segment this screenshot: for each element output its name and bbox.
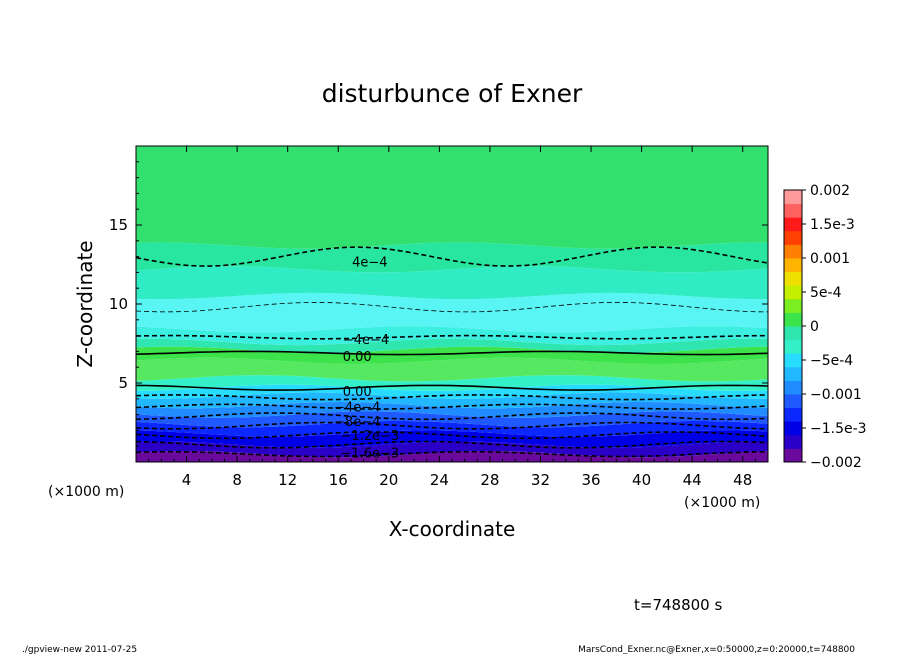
colorbar-swatch [784, 312, 802, 327]
colorbar-swatch [784, 339, 802, 354]
y-axis-ticks: 5 10 15 [109, 161, 768, 447]
contour-label-1: −4e−4 [343, 333, 389, 348]
colorbar-tick-label: 5e-4 [810, 285, 842, 301]
colorbar-swatch [784, 353, 802, 368]
contour-line-5 [135, 394, 769, 401]
contour-band-2 [136, 430, 768, 448]
x-tick-label: 12 [278, 471, 297, 489]
colorbar-tick-label: 1.5e-3 [810, 217, 855, 233]
x-tick-label: 48 [733, 471, 752, 489]
x-tick-label: 44 [683, 471, 702, 489]
colorbar-tick-label: −0.001 [810, 387, 862, 403]
colorbar-swatch [784, 285, 802, 300]
contour-line-6 [135, 403, 769, 410]
contour-band-5 [136, 402, 768, 418]
colorbar-tick-label: 0.001 [810, 251, 850, 267]
x-tick-label: 16 [329, 471, 348, 489]
contour-line-4 [135, 384, 769, 391]
contour-line-11 [135, 450, 769, 458]
x-axis-label: X-coordinate [389, 517, 516, 541]
colorbar-swatch [784, 434, 802, 449]
colorbar-swatch [784, 258, 802, 273]
contour-label-6: −1.2e−3 [340, 429, 399, 444]
contour-lines [135, 246, 769, 458]
colorbar-swatch [784, 380, 802, 395]
x-tick-label: 24 [430, 471, 449, 489]
colorbar-swatch [784, 448, 802, 463]
contour-band-10 [136, 346, 768, 364]
colorbar-tick-label: −0.002 [810, 455, 862, 471]
footer-left: ./gpview-new 2011-07-25 [22, 645, 137, 654]
contour-labels: 4e−4−4e−40.000.00−4e−4−8e−4−1.2e−3−1.6e−… [334, 255, 399, 461]
colorbar-tick-label: −5e-4 [810, 353, 853, 369]
contour-band-7 [136, 384, 768, 399]
colorbar-swatch [784, 271, 802, 286]
contour-label-2: 0.00 [343, 350, 372, 365]
y-tick-label: 5 [118, 374, 128, 392]
colorbar-swatch [784, 394, 802, 409]
footer-right: MarsCond_Exner.nc@Exner,x=0:50000,z=0:20… [578, 645, 855, 654]
contour-label-4: −4e−4 [334, 401, 380, 416]
contour-line-9 [135, 431, 769, 440]
x-tick-label: 4 [182, 471, 192, 489]
contour-line-2 [135, 334, 769, 340]
contour-line-0 [135, 246, 769, 267]
x-tick-label: 36 [581, 471, 600, 489]
contour-band-9 [136, 357, 768, 382]
contour-label-3: 0.00 [343, 385, 372, 400]
colorbar-tick-labels: 0.002 1.5e-3 0.001 5e-4 0 −5e-4 −0.001 −1.5e-3 −… [802, 183, 867, 471]
contour-line-10 [135, 440, 769, 449]
colorbar-swatch [784, 244, 802, 259]
y-tick-label: 10 [109, 295, 128, 313]
colorbar [784, 190, 802, 463]
y-unit-label: (×1000 m) [48, 484, 124, 500]
colorbar-swatch [784, 326, 802, 341]
x-axis-ticks: 4 8 12 16 20 24 28 32 36 40 44 48 [148, 146, 756, 489]
y-tick-label: 15 [109, 216, 128, 234]
colorbar-tick-label: −1.5e-3 [810, 421, 867, 437]
x-tick-label: 32 [531, 471, 550, 489]
contour-band-1 [136, 441, 768, 458]
x-tick-label: 40 [632, 471, 651, 489]
plot-fill [136, 146, 768, 462]
contour-band-6 [136, 392, 768, 409]
contour-band-8 [136, 375, 768, 391]
contour-label-0: 4e−4 [352, 255, 387, 270]
time-label: t=748800 s [634, 596, 722, 614]
colorbar-swatch [784, 190, 802, 205]
contour-band-15 [136, 242, 768, 273]
contour-band-0 [136, 451, 768, 462]
chart-title: disturbunce of Exner [322, 79, 583, 108]
x-unit-label: (×1000 m) [684, 495, 760, 511]
x-tick-label: 28 [480, 471, 499, 489]
x-tick-label: 8 [232, 471, 242, 489]
contour-line-1 [135, 301, 769, 313]
contour-band-14 [136, 266, 768, 300]
contour-label-7: −1.6e−3 [340, 447, 399, 462]
colorbar-swatch [784, 203, 802, 218]
contour-line-7 [135, 412, 769, 421]
y-axis-label: Z-coordinate [73, 240, 97, 367]
colorbar-swatch [784, 421, 802, 436]
contour-line-3 [135, 350, 769, 356]
contour-band-16 [136, 146, 768, 249]
colorbar-swatch [784, 407, 802, 422]
colorbar-swatch [784, 298, 802, 313]
colorbar-tick-label: 0.002 [810, 183, 850, 199]
colorbar-swatch [784, 217, 802, 232]
colorbar-tick-label: 0 [810, 319, 819, 335]
contour-band-11 [136, 338, 768, 353]
contour-line-8 [135, 421, 769, 430]
x-tick-label: 20 [379, 471, 398, 489]
colorbar-swatch [784, 366, 802, 381]
colorbar-swatch [784, 230, 802, 245]
contour-label-5: −8e−4 [334, 415, 380, 430]
